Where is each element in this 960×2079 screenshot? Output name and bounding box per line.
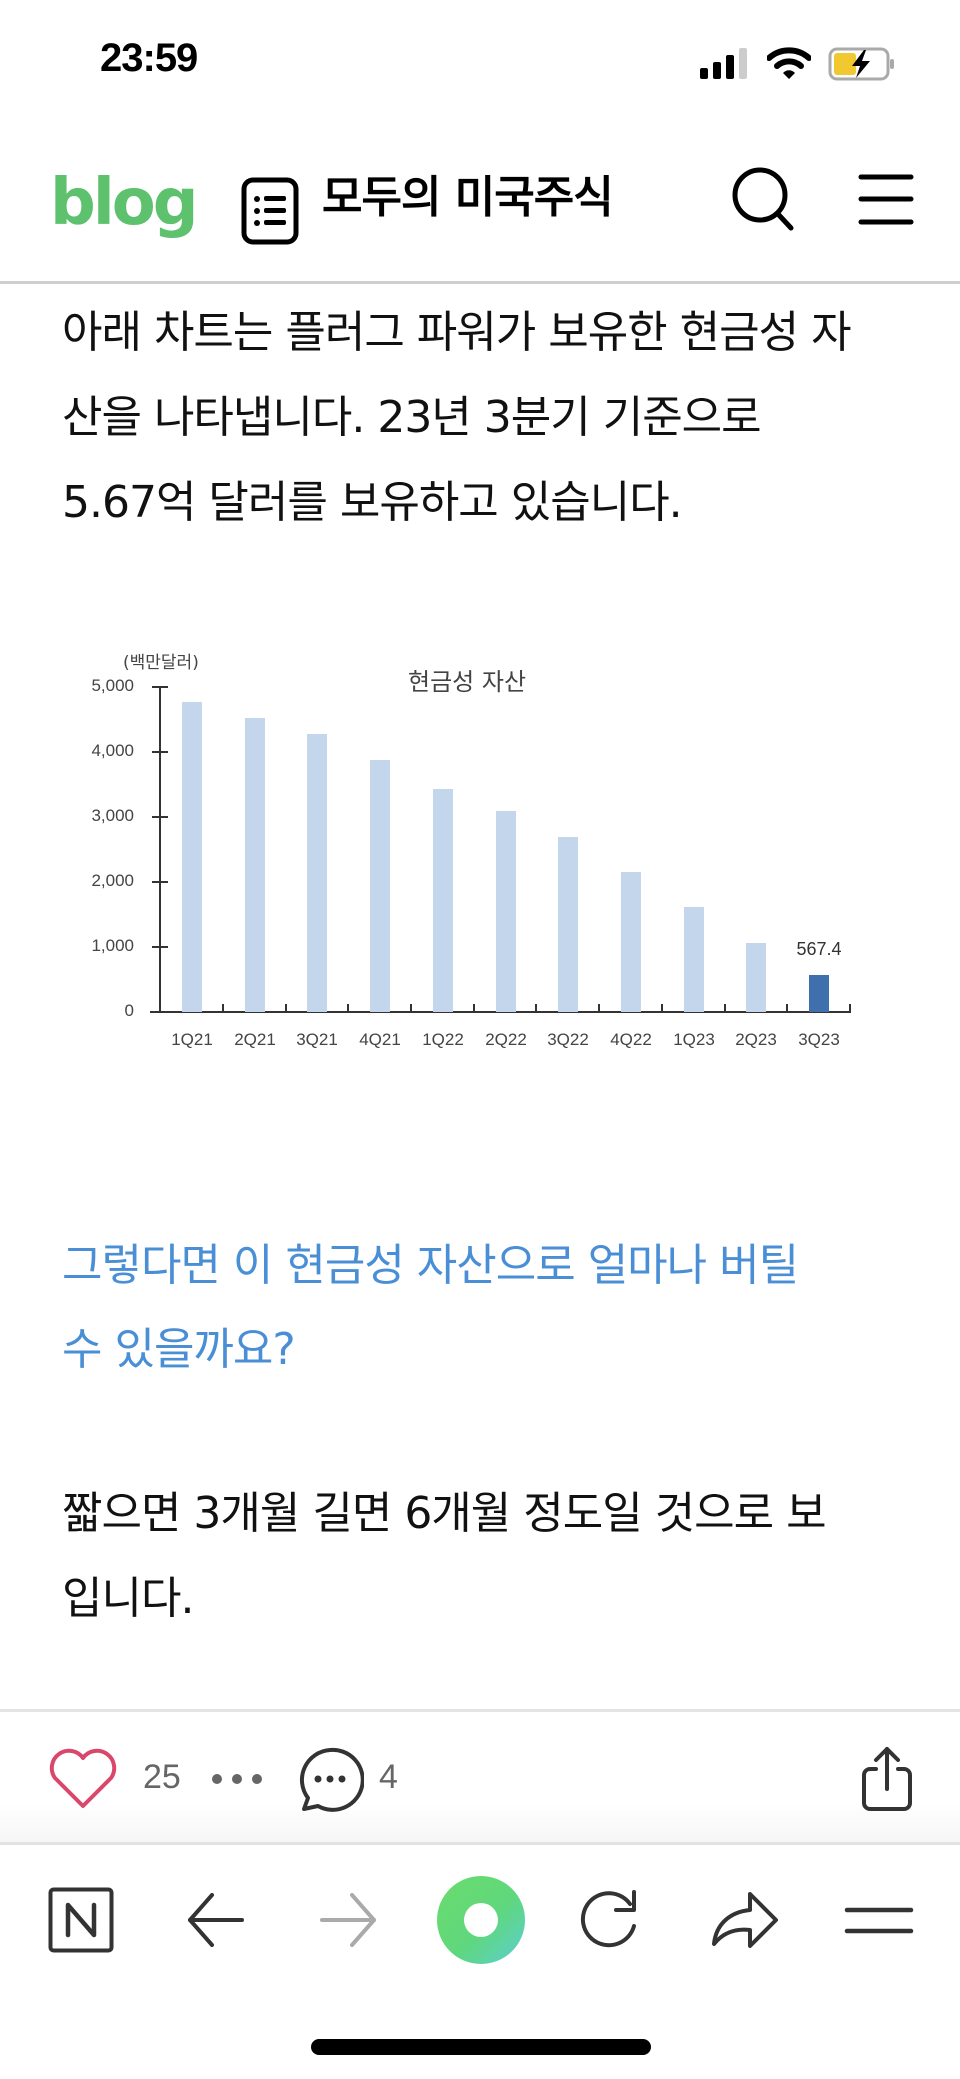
comment-count[interactable]: 4 [379,1758,398,1796]
y-tick-label: 2,000 [91,871,134,890]
paragraph-line: 짧으면 3개월 길면 6개월 정도일 것으로 보 [62,1488,827,1539]
bar-1Q23 [684,907,704,1012]
x-tick-label: 3Q23 [798,1030,840,1049]
toolbar-menu-icon[interactable] [844,1905,914,1937]
blog-logo[interactable]: blog [50,166,199,240]
header-divider [0,281,960,284]
naver-n-icon[interactable] [48,1887,114,1953]
x-tick-label: 2Q22 [485,1030,527,1049]
engagement-divider-bottom [0,1842,960,1845]
share-icon[interactable] [860,1745,914,1813]
cellular-signal-icon [700,48,750,80]
comment-icon[interactable] [296,1746,364,1812]
forward-arrow-icon[interactable] [318,1892,378,1948]
wifi-icon [767,46,811,80]
refresh-icon[interactable] [578,1888,642,1952]
chart-axes [150,686,851,1013]
bar-3Q23 [809,975,829,1012]
bar-3Q21 [307,734,327,1012]
x-tick-label: 3Q21 [296,1030,338,1049]
y-tick-label: 1,000 [91,936,134,955]
paragraph-line: 입니다. [62,1573,194,1624]
blog-title[interactable]: 모두의 미국주식 [322,172,614,223]
paragraph-line: 아래 차트는 플러그 파워가 보유한 현금성 자 [62,307,852,358]
status-time: 23:59 [100,36,198,80]
data-label-3Q23: 567.4 [796,939,842,959]
back-arrow-icon[interactable] [186,1892,246,1948]
heading-line: 그렇다면 이 현금성 자산으로 얼마나 버틸 [62,1240,799,1291]
y-tick-label: 5,000 [91,676,134,695]
bar-1Q21 [182,702,202,1012]
engagement-bar [0,1712,960,1842]
heart-icon[interactable] [47,1748,119,1810]
chart-y-unit-label: (백만달러) [123,653,199,673]
section-heading: 그렇다면 이 현금성 자산으로 얼마나 버틸 수 있을까요? [62,1224,922,1392]
chart-title: 현금성 자산 [408,668,527,696]
x-tick-label: 3Q22 [547,1030,589,1049]
heading-line: 수 있을까요? [62,1324,296,1375]
x-tick-label: 4Q22 [610,1030,652,1049]
x-tick-label: 1Q23 [673,1030,715,1049]
bar-2Q21 [245,718,265,1012]
list-icon[interactable] [241,177,299,245]
search-icon[interactable] [728,164,798,234]
engagement-divider-top [0,1709,960,1712]
green-home-icon[interactable] [436,1875,526,1965]
bar-4Q22 [621,872,641,1012]
x-tick-label: 1Q21 [171,1030,213,1049]
home-indicator[interactable] [311,2039,651,2055]
x-tick-label: 2Q21 [234,1030,276,1049]
x-tick-label: 4Q21 [359,1030,401,1049]
menu-icon[interactable] [858,172,914,228]
bar-4Q21 [370,760,390,1012]
y-tick-label: 0 [124,1001,134,1020]
x-tick-label: 2Q23 [735,1030,777,1049]
paragraph-line: 5.67억 달러를 보유하고 있습니다. [62,477,683,528]
cash-assets-chart: (백만달러) 현금성 자산 5,000 4,000 3,000 2,000 1,… [0,630,960,1070]
bar-3Q22 [558,837,578,1012]
battery-charging-icon [828,47,898,81]
x-tick-label: 1Q22 [422,1030,464,1049]
bar-2Q23 [746,943,766,1012]
paragraph-line: 산을 나타냅니다. 23년 3분기 기준으로 [62,392,762,443]
y-tick-label: 4,000 [91,741,134,760]
more-dots-icon[interactable] [210,1772,264,1786]
like-count[interactable]: 25 [143,1758,181,1796]
bar-2Q22 [496,811,516,1012]
y-tick-label: 3,000 [91,806,134,825]
bar-1Q22 [433,789,453,1012]
article-paragraph: 짧으면 3개월 길면 6개월 정도일 것으로 보 입니다. [62,1471,922,1641]
share-forward-icon[interactable] [710,1890,780,1952]
article-paragraph: 아래 차트는 플러그 파워가 보유한 현금성 자 산을 나타냅니다. 23년 3… [62,290,922,545]
